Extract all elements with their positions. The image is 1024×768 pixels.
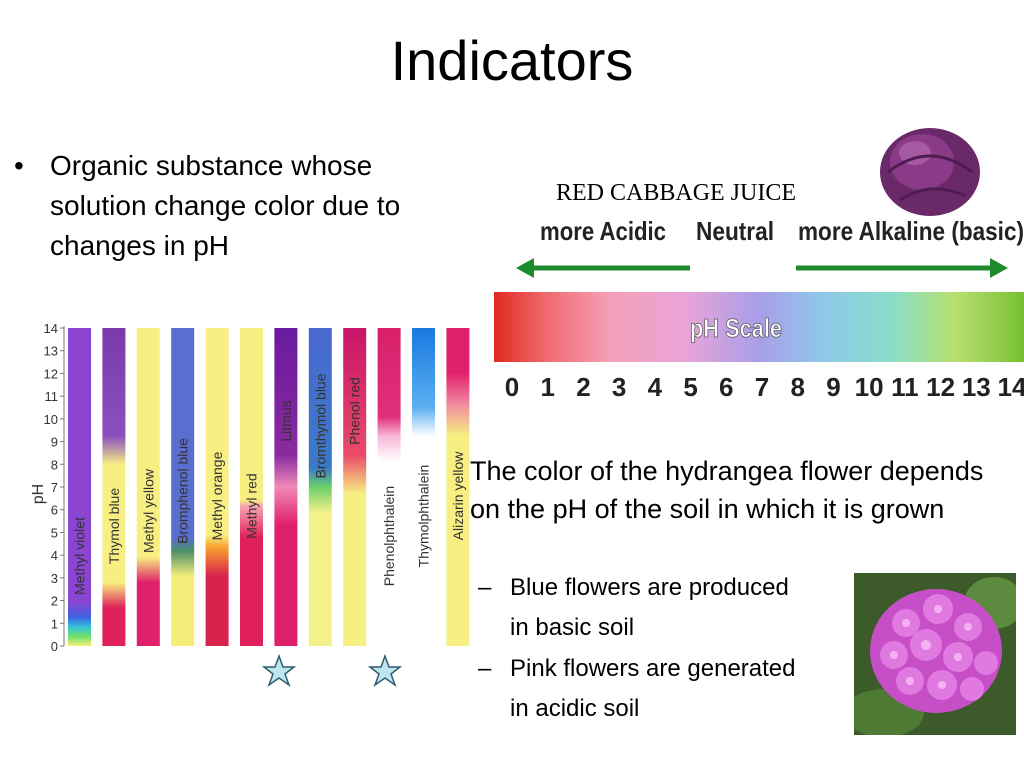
y-tick-label: 13 (44, 344, 58, 359)
indicator-name-label: Methyl violet (72, 517, 88, 595)
pink-flowers-point: – Pink flowers are generated in acidic s… (478, 649, 858, 729)
indicator-bar (377, 328, 401, 646)
ph-scale-numbers: 0 1 2 3 4 5 6 7 8 9 10 11 12 13 14 (505, 372, 1024, 402)
ph-scale-bar-label: pH Scale (690, 313, 782, 343)
indicator-bar (412, 328, 435, 646)
indicator-name-label: Bromthymol blue (312, 373, 328, 478)
indicator-bar (274, 328, 298, 646)
ph-scale-number: 1 (540, 372, 554, 402)
y-tick-label: 0 (51, 639, 58, 654)
pink-flowers-line1: Pink flowers are generated (510, 655, 796, 682)
blue-flowers-line1: Blue flowers are produced (510, 574, 789, 601)
y-tick-label: 2 (51, 594, 58, 609)
y-tick-label: 1 (51, 616, 58, 631)
indicator-bar (446, 328, 470, 646)
indicator-bar (68, 328, 91, 646)
indicator-bar (136, 328, 160, 646)
ph-scale-graphic: more Acidic Neutral more Alkaline (basic… (494, 216, 1024, 402)
ph-scale-bar (494, 292, 1024, 362)
y-tick-label: 10 (44, 412, 58, 427)
ph-scale-number: 12 (926, 372, 955, 402)
indicator-name-label: Litmus (278, 400, 294, 441)
indicator-bar (205, 328, 229, 646)
y-tick-label: 3 (51, 571, 58, 586)
indicator-name-label: Methyl red (244, 473, 260, 538)
ph-scale-number: 5 (683, 372, 697, 402)
ph-scale-number: 0 (505, 372, 519, 402)
indicator-bar (102, 328, 126, 646)
y-tick-label: 7 (51, 480, 58, 495)
indicator-name-label: Bromphenol blue (175, 438, 191, 544)
ph-scale-number: 2 (576, 372, 590, 402)
slide-title: Indicators (390, 29, 634, 92)
blue-flowers-line2: in basic soil (510, 614, 635, 641)
indicator-name-label: Alizarin yellow (450, 451, 466, 541)
y-tick-label: 11 (45, 389, 59, 404)
indicator-name-label: Methyl orange (209, 451, 225, 540)
indicator-name-label: Phenolphthalein (381, 486, 397, 586)
ph-scale-number: 10 (855, 372, 884, 402)
y-tick-label: 5 (51, 525, 58, 540)
y-tick-label: 8 (51, 457, 58, 472)
acidic-heading: more Acidic (540, 216, 666, 246)
y-axis-label: pH (30, 484, 47, 504)
ph-scale-number: 11 (891, 372, 919, 402)
hydrangea-paragraph: The color of the hydrangea flower depend… (470, 456, 984, 524)
y-tick-label: 9 (51, 435, 58, 450)
y-tick-label: 6 (51, 503, 58, 518)
y-tick-label: 14 (44, 321, 58, 336)
cabbage-juice-label: RED CABBAGE JUICE (556, 180, 797, 206)
indicator-bars: Methyl violet Thymol blue Methyl yellow Bro… (68, 328, 470, 646)
definition-text: Organic substance whose solution change … (50, 150, 401, 261)
indicator-bar (308, 328, 332, 646)
ph-scale-number: 3 (612, 372, 626, 402)
blue-flowers-point: – Blue flowers are produced in basic soi… (478, 568, 858, 648)
ph-scale-number: 14 (998, 372, 1024, 402)
ph-scale-number: 8 (790, 372, 804, 402)
ph-scale-number: 13 (962, 372, 991, 402)
indicator-bar (171, 328, 195, 646)
dash-marker: – (478, 655, 492, 682)
ph-scale-number: 9 (826, 372, 840, 402)
y-tick-label: 4 (51, 548, 58, 563)
bullet-marker: • (14, 150, 24, 181)
indicator-name-label: Phenol red (347, 377, 363, 445)
y-tick-label: 12 (44, 366, 58, 381)
red-cabbage-image (880, 128, 980, 216)
hydrangea-flower-image (854, 573, 1016, 735)
indicator-name-label: Thymolphthalein (416, 465, 432, 568)
pink-flowers-line2: in acidic soil (510, 695, 640, 722)
indicator-bar (240, 328, 263, 646)
litmus-star-icon (261, 653, 297, 687)
alkaline-heading: more Alkaline (basic) (798, 216, 1024, 246)
ph-scale-number: 6 (719, 372, 733, 402)
indicator-name-label: Thymol blue (106, 488, 122, 564)
indicator-name-label: Methyl yellow (140, 468, 156, 553)
dash-marker: – (478, 574, 492, 601)
ph-scale-number: 7 (755, 372, 769, 402)
indicator-bar (343, 328, 367, 646)
ph-scale-number: 4 (648, 372, 663, 402)
neutral-heading: Neutral (696, 216, 774, 246)
phenolphthalein-star-icon (367, 653, 403, 687)
